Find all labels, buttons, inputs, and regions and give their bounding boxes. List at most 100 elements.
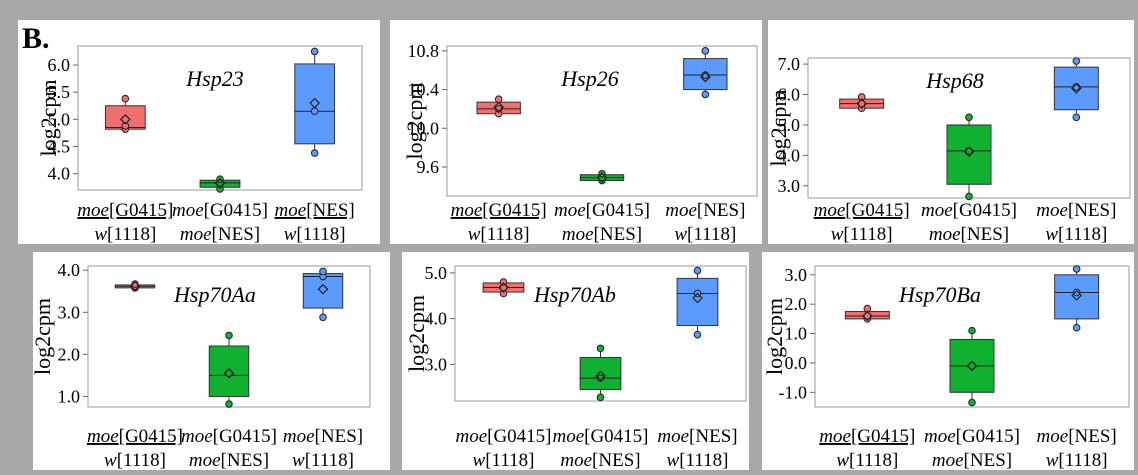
category-label-line1: moe[G0415] [77,200,173,221]
category-label-line1: moe[G0415] [554,200,650,221]
mean-diamond [493,101,505,113]
y-tick-label: 4.0 [48,164,71,184]
mean-diamond [966,360,978,372]
mean-diamond [214,178,226,189]
box-3 [683,47,728,99]
data-point [1072,113,1081,122]
category-label-line1: moe[NES] [1037,426,1117,447]
data-point [121,94,130,103]
chart-title: Hsp68 [925,68,983,93]
mean-diamond [861,310,873,322]
mean-diamond [498,282,509,293]
y-tick-label: 1.0 [58,386,81,406]
data-point [319,313,327,322]
y-axis-label: log2cpm [762,298,787,375]
category-label-line1: moe[G0415] [181,426,277,447]
box-2 [208,331,250,408]
data-point [965,113,973,122]
y-tick-label: 2.0 [785,294,808,314]
panel-hsp68: 7.0 6.0 5.0 4.0 3.0 log2cpm Hsp68 moe[G0415] w[1… [766,20,1134,245]
mean-diamond [1071,290,1083,301]
category-label-line2: moe[NES] [932,450,1012,471]
box-1 [104,94,146,133]
category-label-line2: w[1118] [284,224,346,245]
category-label-line1: moe[G0415] [921,200,1017,221]
mean-diamond [1070,83,1082,94]
category-label-line1: moe[NES] [1036,200,1116,221]
mean-diamond [119,114,131,125]
box-3 [302,267,344,322]
category-label-line2: w[1118] [674,224,736,245]
y-tick-label: -1.0 [779,382,808,402]
category-label-line2: w[1118] [104,450,166,471]
category-label-line2: w[1118] [468,224,530,245]
y-tick-label: 9.6 [417,157,440,177]
y-tick-label: 10.8 [408,41,440,61]
category-label-line1: moe[G0415] [455,426,551,447]
mean-diamond [223,367,235,379]
panels-layer: 6.0 5.5 5.0 4.5 4.0 log2cpm Hsp23 moe[G0415] w[1… [18,20,1134,471]
y-tick-label: 7.0 [778,54,801,74]
chart-title: Hsp70Aa [173,282,256,307]
data-point [225,331,233,340]
category-label-line1: moe[G0415] [552,426,648,447]
y-tick-label: 10.4 [408,80,440,100]
data-point [968,398,976,407]
data-point [863,312,872,320]
y-tick-label: 5.0 [425,263,448,283]
category-label-line1: moe[NES] [665,200,745,221]
data-point [310,149,319,157]
data-point [494,95,503,104]
box-body [1054,274,1100,320]
category-label-line2: w[1118] [667,450,729,471]
category-label-line1: moe[NES] [275,200,355,221]
mean-diamond [963,146,975,158]
mean-diamond [856,98,868,110]
y-tick-label: 3.0 [785,265,808,285]
box-2 [949,326,995,407]
y-axis-label: log2cpm [402,83,427,160]
mean-diamond [309,97,321,109]
data-point [596,393,605,402]
category-label-line1: moe[G0415] [87,426,183,447]
box-1 [482,278,525,298]
data-point [965,192,973,201]
category-label-line2: w[1118] [292,450,354,471]
chart-title: Hsp26 [560,66,618,91]
data-point [121,122,130,130]
y-tick-label: 4.5 [48,137,71,157]
data-point [310,47,319,56]
y-tick-label: 3.0 [58,302,81,322]
data-point [701,47,710,55]
y-tick-label: 3.0 [425,354,448,374]
y-tick-label: 6.0 [48,55,71,75]
y-tick-label: 10.0 [408,118,440,138]
y-tick-label: 3.0 [778,176,801,196]
data-point [596,374,605,382]
category-label-line1: moe[G0415] [172,200,268,221]
data-point [968,362,976,370]
panel-hsp70ba: 3.0 2.0 1.0 0.0 -1.0 log2cpm Hsp70Ba moe[G0415]… [762,252,1134,471]
box-1 [844,304,890,323]
mean-diamond [595,370,606,382]
chart-title: Hsp23 [185,66,243,91]
y-axis-label: log2cpm [36,80,61,157]
y-axis-label: log2cpm [766,90,791,167]
box-1 [839,93,885,113]
box-body [579,357,622,391]
box-3 [676,266,719,339]
panel-letter: B. [22,22,50,55]
data-point [225,400,233,408]
box-2 [199,175,241,193]
category-label-line2: w[1118] [473,450,535,471]
y-tick-label: 4.0 [425,309,448,329]
box-body [208,345,250,397]
category-label-line2: w[1118] [94,224,156,245]
y-tick-label: 6.0 [778,85,801,105]
y-tick-label: 1.0 [785,324,808,344]
y-tick-label: 5.0 [778,115,801,135]
y-tick-label: 5.5 [48,82,71,102]
box-2 [579,169,625,185]
